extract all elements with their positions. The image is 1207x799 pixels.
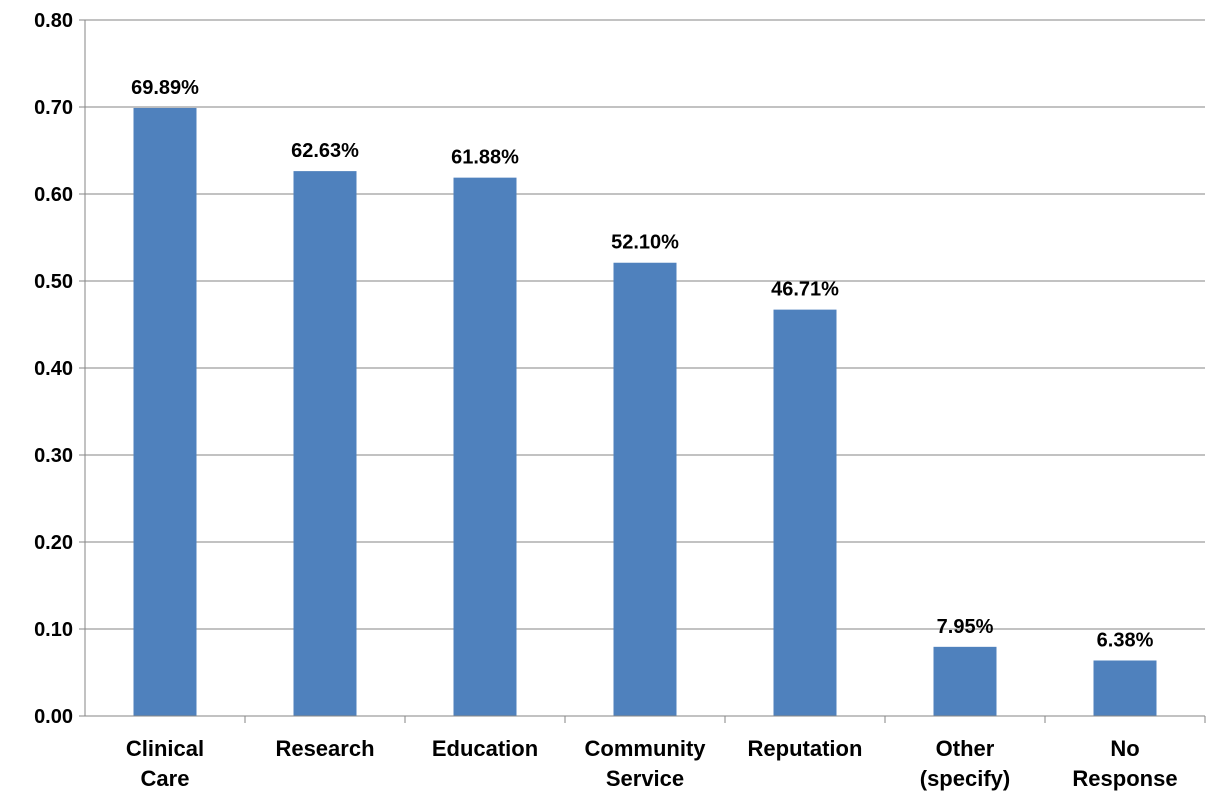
x-tick-label: Care — [141, 766, 190, 791]
x-tick-label: Research — [275, 736, 374, 761]
x-tick-label: Community — [585, 736, 707, 761]
data-label: 69.89% — [131, 77, 199, 99]
y-tick-label: 0.30 — [34, 445, 73, 467]
data-label: 52.10% — [611, 232, 679, 254]
bars — [133, 107, 1157, 717]
x-tick-label: Other — [936, 736, 995, 761]
x-tick-label: Clinical — [126, 736, 204, 761]
x-tick-label: No — [1110, 736, 1139, 761]
bar — [133, 107, 197, 716]
labels: 0.00 0.10 0.20 0.30 0.40 0.50 0.60 0.70 0.80 69.8… — [34, 10, 1178, 791]
x-tick-label: Service — [606, 766, 684, 791]
y-tick-label: 0.20 — [34, 532, 73, 554]
x-tick-label: (specify) — [920, 766, 1010, 791]
bar — [1093, 660, 1157, 716]
x-tick-label: Reputation — [748, 736, 863, 761]
data-label: 7.95% — [937, 616, 994, 638]
y-tick-label: 0.80 — [34, 10, 73, 32]
y-tick-label: 0.00 — [34, 706, 73, 728]
bar — [933, 646, 997, 716]
bar — [773, 309, 837, 716]
x-tick-label: Education — [432, 736, 538, 761]
bar — [293, 171, 357, 716]
y-tick-label: 0.40 — [34, 358, 73, 380]
x-tick-label: Response — [1072, 766, 1177, 791]
data-label: 46.71% — [771, 279, 839, 301]
y-tick-label: 0.70 — [34, 97, 73, 119]
y-tick-label: 0.60 — [34, 184, 73, 206]
axes — [79, 19, 1206, 723]
bar — [453, 177, 517, 717]
y-tick-label: 0.10 — [34, 619, 73, 641]
data-label: 61.88% — [451, 147, 519, 169]
bar — [613, 262, 677, 716]
data-label: 6.38% — [1097, 629, 1154, 651]
data-label: 62.63% — [291, 140, 359, 162]
y-tick-label: 0.50 — [34, 271, 73, 293]
